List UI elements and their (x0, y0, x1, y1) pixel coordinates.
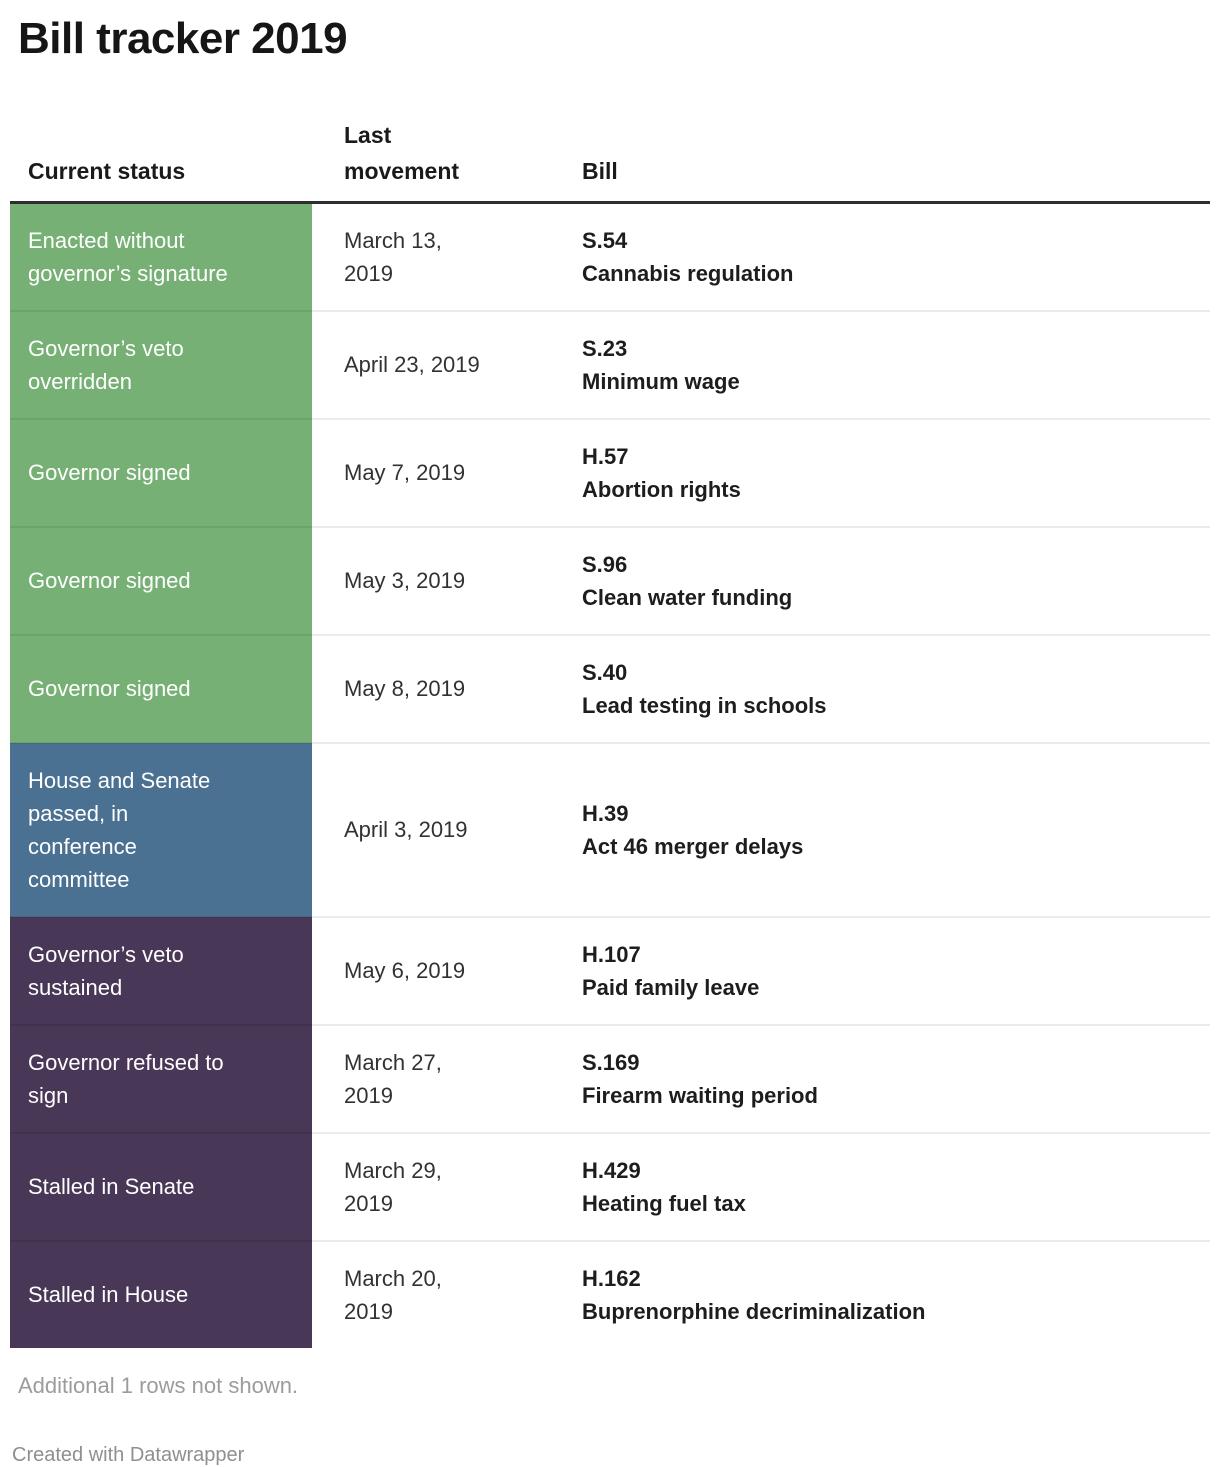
status-cell: Governor signed (10, 417, 312, 527)
last-movement-cell: March 20, 2019 (312, 1239, 550, 1348)
last-movement-cell: March 27, 2019 (312, 1023, 550, 1133)
last-movement-cell: May 3, 2019 (312, 525, 550, 635)
last-movement-cell: May 7, 2019 (312, 417, 550, 527)
status-cell: Governor’s veto sustained (10, 915, 312, 1025)
bill-cell: S.40 Lead testing in schools (550, 633, 1210, 743)
bill-id: H.429 (582, 1157, 641, 1183)
bill-name: Minimum wage (582, 368, 740, 394)
bill-name: Lead testing in schools (582, 692, 827, 718)
bill-cell: S.169 Firearm waiting period (550, 1023, 1210, 1133)
bill-name: Paid family leave (582, 974, 760, 1000)
table-row: Enacted without governor’s signature Mar… (10, 202, 1210, 311)
status-cell: Enacted without governor’s signature (10, 202, 312, 311)
bill-tracker-table: Current status Last movement Bill Enacte… (10, 64, 1210, 1348)
status-cell: Stalled in Senate (10, 1131, 312, 1241)
column-header-current-status: Current status (10, 64, 312, 204)
bill-id: S.40 (582, 659, 628, 685)
table-row: Governor refused to sign March 27, 2019 … (10, 1023, 1210, 1133)
bill-id: S.54 (582, 227, 628, 253)
status-cell: Governor signed (10, 525, 312, 635)
status-cell: Governor refused to sign (10, 1023, 312, 1133)
bill-cell: S.54 Cannabis regulation (550, 202, 1210, 311)
table-row: Governor signed May 3, 2019 S.96 Clean w… (10, 525, 1210, 635)
bill-name: Buprenorphine decriminalization (582, 1298, 926, 1324)
bill-id: H.39 (582, 800, 629, 826)
bill-name: Firearm waiting period (582, 1082, 818, 1108)
last-movement-cell: April 3, 2019 (312, 741, 550, 917)
table-row: Stalled in House March 20, 2019 H.162 Bu… (10, 1239, 1210, 1348)
last-movement-cell: April 23, 2019 (312, 309, 550, 419)
last-movement-cell: March 29, 2019 (312, 1131, 550, 1241)
bill-name: Abortion rights (582, 476, 741, 502)
last-movement-cell: May 8, 2019 (312, 633, 550, 743)
table-row: Governor’s veto sustained May 6, 2019 H.… (10, 915, 1210, 1025)
bill-id: S.23 (582, 335, 628, 361)
table-row: Stalled in Senate March 29, 2019 H.429 H… (10, 1131, 1210, 1241)
status-cell: House and Senate passed, in conference c… (10, 741, 312, 917)
bill-name: Heating fuel tax (582, 1190, 746, 1216)
table-body: Enacted without governor’s signature Mar… (10, 202, 1210, 1348)
last-movement-cell: March 13, 2019 (344, 227, 442, 286)
column-header-last-movement: Last movement (312, 64, 550, 204)
rows-not-shown-note: Additional 1 rows not shown. (18, 1372, 299, 1398)
column-header-bill: Bill (550, 64, 1210, 204)
bill-id: H.162 (582, 1265, 641, 1291)
page-title: Bill tracker 2019 (18, 14, 348, 63)
bill-cell: H.162 Buprenorphine decriminalization (550, 1239, 1210, 1348)
bill-cell: H.429 Heating fuel tax (550, 1131, 1210, 1241)
bill-cell: S.96 Clean water funding (550, 525, 1210, 635)
table-header: Current status Last movement Bill (10, 64, 1210, 204)
bill-name: Cannabis regulation (582, 260, 794, 286)
bill-cell: H.107 Paid family leave (550, 915, 1210, 1025)
bill-id: H.57 (582, 443, 629, 469)
bill-id: S.96 (582, 551, 628, 577)
bill-name: Clean water funding (582, 584, 793, 610)
table-row: Governor signed May 7, 2019 H.57 Abortio… (10, 417, 1210, 527)
status-cell: Governor signed (10, 633, 312, 743)
last-movement-cell: May 6, 2019 (312, 915, 550, 1025)
bill-cell: H.39 Act 46 merger delays (550, 741, 1210, 917)
table-row: Governor signed May 8, 2019 S.40 Lead te… (10, 633, 1210, 743)
bill-cell: S.23 Minimum wage (550, 309, 1210, 419)
bill-cell: H.57 Abortion rights (550, 417, 1210, 527)
bill-name: Act 46 merger delays (582, 833, 804, 859)
status-cell: Governor’s veto overridden (10, 309, 312, 419)
status-cell: Stalled in House (10, 1239, 312, 1348)
bill-id: H.107 (582, 941, 641, 967)
bill-id: S.169 (582, 1049, 640, 1075)
table-row: Governor’s veto overridden April 23, 201… (10, 309, 1210, 419)
table-row: House and Senate passed, in conference c… (10, 741, 1210, 917)
